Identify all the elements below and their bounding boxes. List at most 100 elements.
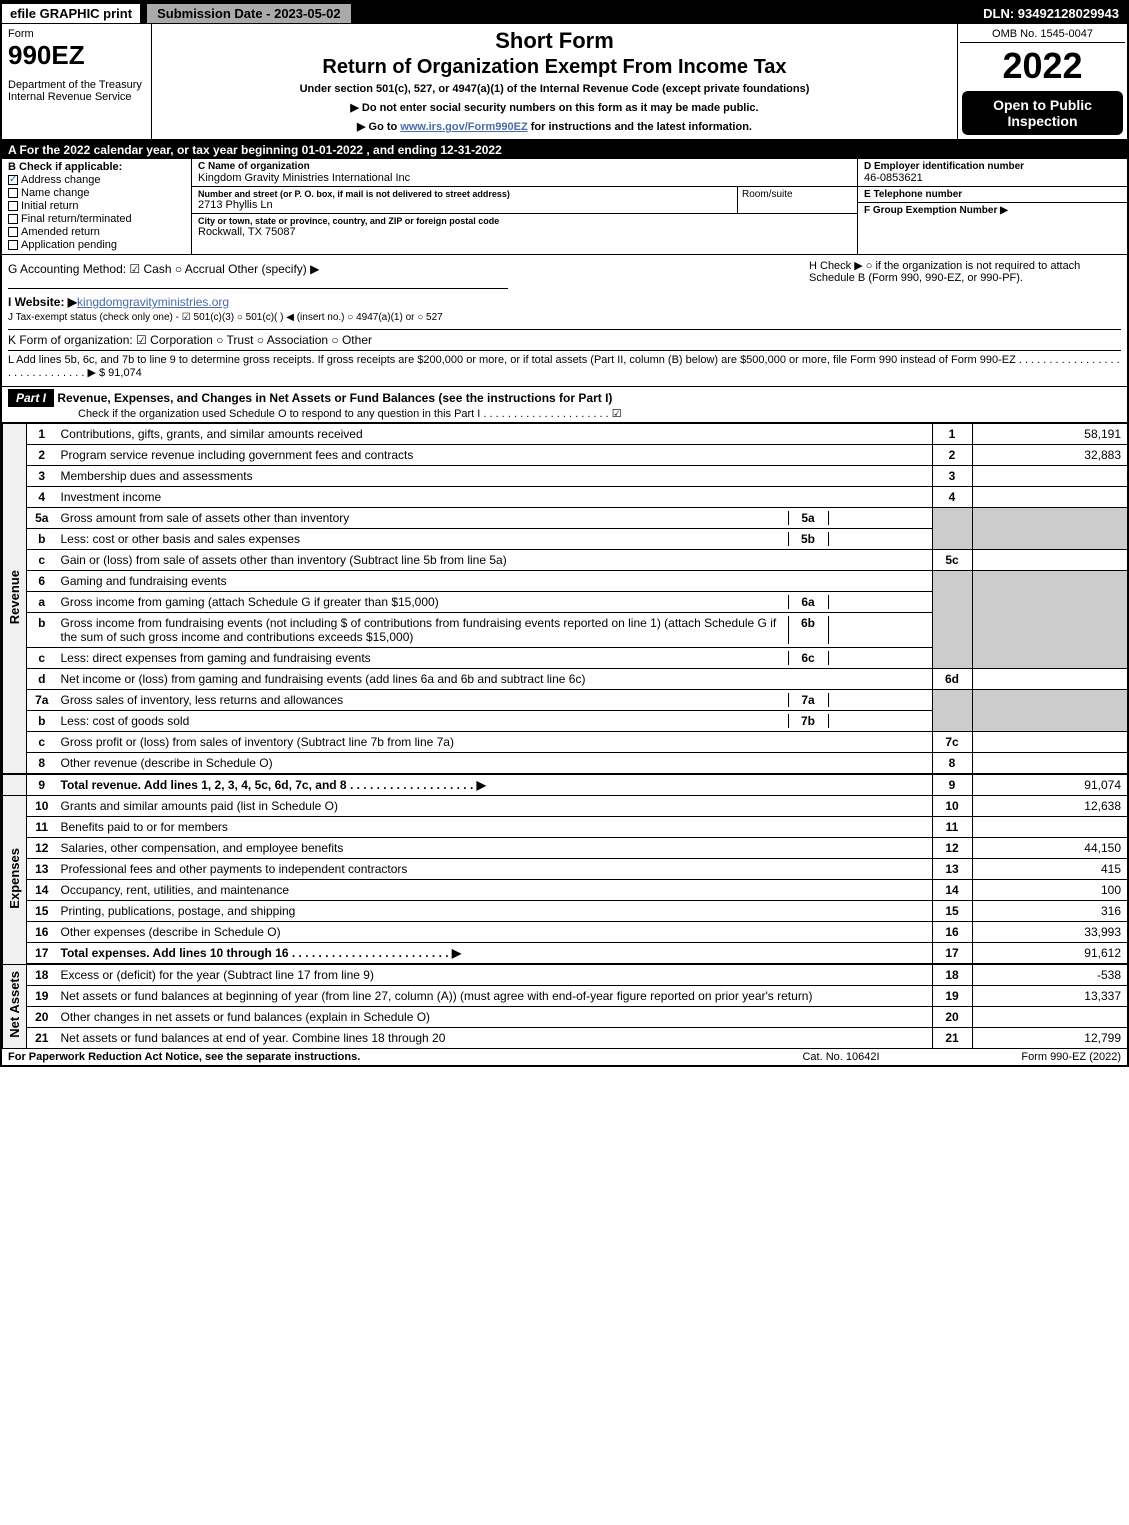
c-addr-label: Number and street (or P. O. box, if mail… [198,189,731,199]
header-right: OMB No. 1545-0047 2022 Open to Public In… [957,24,1127,139]
header-left: Form 990EZ Department of the Treasury In… [2,24,152,139]
subtitle-under: Under section 501(c), 527, or 4947(a)(1)… [154,83,955,95]
k-form-of-org: K Form of organization: ☑ Corporation ○ … [8,329,1121,347]
checkbox-application-pending[interactable] [8,240,18,250]
line-6c-desc: Less: direct expenses from gaming and fu… [61,651,788,665]
line-20-desc: Other changes in net assets or fund bala… [57,1007,933,1028]
line-8-amt [972,753,1127,775]
cat-no: Cat. No. 10642I [741,1051,941,1063]
header-center: Short Form Return of Organization Exempt… [152,24,957,139]
box-d-e-f: D Employer identification number 46-0853… [857,159,1127,254]
line-12-amt: 44,150 [972,838,1127,859]
row-a-tax-year: A For the 2022 calendar year, or tax yea… [2,141,1127,159]
line-6a-desc: Gross income from gaming (attach Schedul… [61,595,788,609]
open-public-inspection: Open to Public Inspection [962,91,1123,135]
line-7b-desc: Less: cost of goods sold [61,714,788,728]
c-name-label: C Name of organization [198,161,851,172]
line-7a-desc: Gross sales of inventory, less returns a… [61,693,788,707]
section-b-through-f: B Check if applicable: Address change Na… [2,159,1127,255]
line-14-amt: 100 [972,880,1127,901]
line-4-desc: Investment income [57,487,933,508]
dln: DLN: 93492128029943 [975,4,1127,23]
line-21-desc: Net assets or fund balances at end of ye… [57,1028,933,1049]
line-14-desc: Occupancy, rent, utilities, and maintena… [57,880,933,901]
part-1-check-note: Check if the organization used Schedule … [8,407,1121,420]
line-12-desc: Salaries, other compensation, and employ… [57,838,933,859]
line-4-amt [972,487,1127,508]
line-7c-desc: Gross profit or (loss) from sales of inv… [57,732,933,753]
efile-print: efile GRAPHIC print [2,4,142,23]
part-1-heading: Revenue, Expenses, and Changes in Net As… [57,391,612,405]
org-city: Rockwall, TX 75087 [198,226,851,238]
form-990ez: efile GRAPHIC print Submission Date - 20… [0,0,1129,1067]
line-9-desc: Total revenue. Add lines 1, 2, 3, 4, 5c,… [57,774,933,796]
l-gross-receipts: L Add lines 5b, 6c, and 7b to line 9 to … [8,350,1121,379]
line-20-amt [972,1007,1127,1028]
line-1-amt: 58,191 [972,424,1127,445]
irs-link[interactable]: www.irs.gov/Form990EZ [400,121,527,133]
part-1-label: Part I [8,389,54,407]
form-header: Form 990EZ Department of the Treasury In… [2,24,1127,141]
line-6-desc: Gaming and fundraising events [57,571,933,592]
line-19-desc: Net assets or fund balances at beginning… [57,986,933,1007]
line-16-amt: 33,993 [972,922,1127,943]
b-item-3: Final return/terminated [21,213,132,225]
part-1-header: Part I Revenue, Expenses, and Changes in… [2,386,1127,423]
line-6d-amt [972,669,1127,690]
org-name: Kingdom Gravity Ministries International… [198,172,851,184]
ein-value: 46-0853621 [864,172,1121,184]
line-3-desc: Membership dues and assessments [57,466,933,487]
b-item-0: Address change [21,174,101,186]
website-link[interactable]: kingdomgravityministries.org [77,295,229,309]
paperwork-notice: For Paperwork Reduction Act Notice, see … [8,1051,741,1063]
form-footer: For Paperwork Reduction Act Notice, see … [2,1048,1127,1065]
omb-number: OMB No. 1545-0047 [960,26,1125,43]
line-5b-desc: Less: cost or other basis and sales expe… [61,532,788,546]
line-18-amt: -538 [972,964,1127,986]
vtab-net-assets: Net Assets [3,964,27,1048]
vtab-revenue: Revenue [3,424,27,775]
instr-goto: ▶ Go to www.irs.gov/Form990EZ for instru… [154,120,955,133]
line-16-desc: Other expenses (describe in Schedule O) [57,922,933,943]
part-1-table: Revenue 1Contributions, gifts, grants, a… [2,423,1127,1048]
b-label: B Check if applicable: [8,161,185,173]
section-g-through-l: G Accounting Method: ☑ Cash ○ Accrual Ot… [2,255,1127,386]
line-6d-desc: Net income or (loss) from gaming and fun… [57,669,933,690]
checkbox-final-return[interactable] [8,214,18,224]
tax-year: 2022 [960,43,1125,89]
line-10-desc: Grants and similar amounts paid (list in… [57,796,933,817]
line-17-desc: Total expenses. Add lines 10 through 16 … [57,943,933,965]
f-label: F Group Exemption Number ▶ [864,205,1121,216]
vtab-expenses: Expenses [3,796,27,965]
j-tax-exempt: J Tax-exempt status (check only one) - ☑… [8,312,801,323]
form-number: 990EZ [8,40,145,71]
title-return: Return of Organization Exempt From Incom… [154,56,955,79]
i-label: I Website: ▶ [8,295,77,309]
b-item-4: Amended return [21,226,100,238]
line-3-amt [972,466,1127,487]
line-10-amt: 12,638 [972,796,1127,817]
b-item-2: Initial return [21,200,78,212]
d-label: D Employer identification number [864,161,1121,172]
title-short-form: Short Form [154,28,955,54]
line-11-desc: Benefits paid to or for members [57,817,933,838]
checkbox-name-change[interactable] [8,188,18,198]
checkbox-address-change[interactable] [8,175,18,185]
box-b: B Check if applicable: Address change Na… [2,159,192,254]
checkbox-initial-return[interactable] [8,201,18,211]
line-1-desc: Contributions, gifts, grants, and simila… [57,424,933,445]
line-7c-amt [972,732,1127,753]
line-13-amt: 415 [972,859,1127,880]
line-18-desc: Excess or (deficit) for the year (Subtra… [57,964,933,986]
org-address: 2713 Phyllis Ln [198,199,731,211]
instr-no-ssn: ▶ Do not enter social security numbers o… [154,101,955,114]
line-6b-desc: Gross income from fundraising events (no… [61,616,788,644]
checkbox-amended-return[interactable] [8,227,18,237]
line-2-amt: 32,883 [972,445,1127,466]
g-accounting-method: G Accounting Method: ☑ Cash ○ Accrual Ot… [8,262,508,289]
h-schedule-b: H Check ▶ ○ if the organization is not r… [801,259,1121,326]
box-c: C Name of organization Kingdom Gravity M… [192,159,857,254]
c-city-label: City or town, state or province, country… [198,216,851,226]
line-13-desc: Professional fees and other payments to … [57,859,933,880]
form-label: Form [8,28,145,40]
